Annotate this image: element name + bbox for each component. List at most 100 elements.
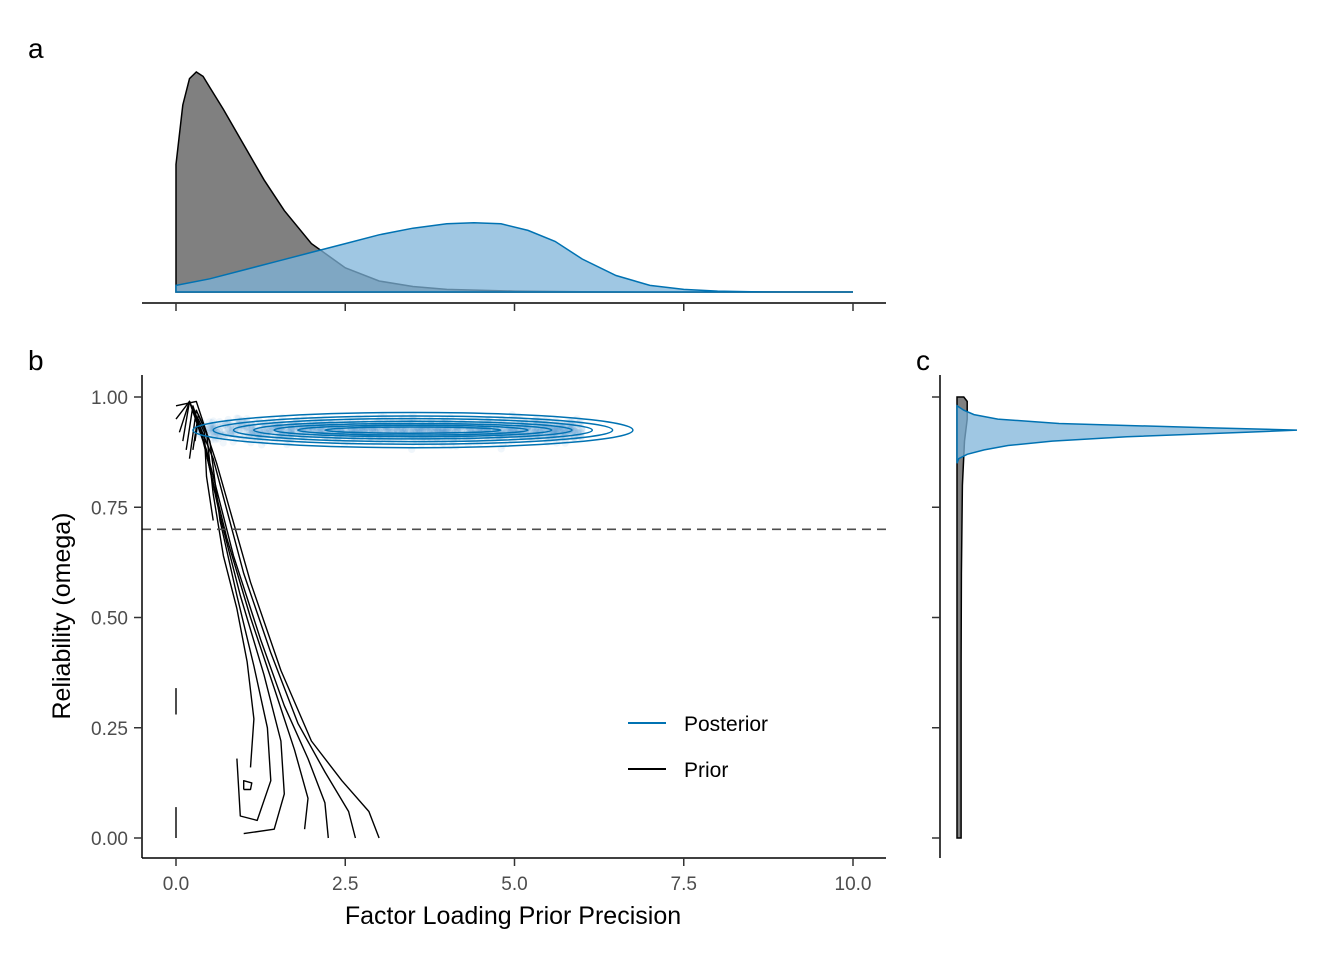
posterior-point xyxy=(210,428,218,436)
panel-c-y-ticks xyxy=(932,396,940,839)
posterior-point xyxy=(418,426,426,435)
posterior-density-area xyxy=(175,221,853,293)
posterior-point xyxy=(555,425,564,433)
panel-b-y-ticks: 0.00 0.25 0.50 0.75 1.00 xyxy=(91,388,142,850)
posterior-point xyxy=(551,425,559,433)
posterior-point xyxy=(430,426,438,435)
posterior-point xyxy=(268,423,276,431)
posterior-point xyxy=(392,424,400,432)
posterior-point xyxy=(287,428,295,436)
posterior-point xyxy=(553,426,561,434)
posterior-point xyxy=(548,430,557,438)
posterior-marginal-area xyxy=(956,404,1298,464)
prior-contours xyxy=(175,400,380,839)
posterior-point xyxy=(578,425,586,433)
x-tick-label: 10.0 xyxy=(835,874,872,895)
posterior-point xyxy=(378,432,386,440)
posterior-point xyxy=(558,424,566,432)
legend: Posterior Prior xyxy=(628,713,768,782)
x-axis-title: Factor Loading Prior Precision xyxy=(345,902,681,930)
posterior-point xyxy=(578,426,586,434)
posterior-contour-line xyxy=(253,420,573,440)
posterior-point xyxy=(278,428,286,436)
posterior-point xyxy=(548,422,556,431)
posterior-point xyxy=(361,431,369,439)
posterior-point xyxy=(466,429,474,437)
posterior-point xyxy=(409,438,417,447)
posterior-points xyxy=(193,411,586,453)
posterior-point xyxy=(276,427,284,435)
posterior-point xyxy=(240,426,248,434)
panel-a-tag: a xyxy=(28,33,44,64)
posterior-point xyxy=(264,427,272,435)
prior-marginal-area xyxy=(956,396,968,839)
posterior-point xyxy=(483,431,491,439)
panel-b-joint: 0.0 2.5 5.0 7.5 10.0 0.00 0.25 0.50 0.75 1.00 Fa… xyxy=(48,375,886,930)
panel-b-x-ticks: 0.0 2.5 5.0 7.5 10.0 xyxy=(163,858,872,895)
posterior-point xyxy=(205,424,213,432)
posterior-point xyxy=(433,426,441,434)
prior-contour-line xyxy=(192,413,255,768)
y-tick-label: 0.75 xyxy=(91,498,128,519)
posterior-point xyxy=(400,426,408,434)
posterior-point xyxy=(420,426,428,434)
posterior-point xyxy=(317,426,325,434)
posterior-point xyxy=(310,424,318,432)
posterior-point xyxy=(365,426,373,434)
posterior-point xyxy=(285,428,293,436)
posterior-point xyxy=(451,428,459,436)
posterior-point xyxy=(240,434,248,442)
posterior-contour-line xyxy=(212,415,614,445)
posterior-point xyxy=(208,428,217,436)
posterior-point xyxy=(356,416,364,424)
prior-contour-line xyxy=(175,400,380,839)
posterior-point xyxy=(388,420,396,428)
posterior-point xyxy=(442,426,450,434)
posterior-point xyxy=(368,426,376,434)
x-tick-label: 5.0 xyxy=(501,874,527,895)
posterior-point xyxy=(531,428,539,436)
posterior-point xyxy=(553,427,562,435)
panel-c-density xyxy=(932,375,1298,858)
x-tick-label: 0.0 xyxy=(163,874,189,895)
posterior-point xyxy=(434,425,442,433)
posterior-contour-line xyxy=(232,417,594,443)
posterior-point xyxy=(553,426,562,434)
posterior-point xyxy=(548,430,556,438)
posterior-point xyxy=(224,425,232,433)
legend-label-posterior: Posterior xyxy=(684,713,768,736)
posterior-point xyxy=(434,428,442,436)
posterior-point xyxy=(269,426,277,434)
posterior-point xyxy=(247,439,255,447)
posterior-point xyxy=(240,421,248,430)
posterior-point xyxy=(266,426,274,434)
posterior-point xyxy=(409,426,417,435)
posterior-point xyxy=(224,425,232,433)
posterior-point xyxy=(498,426,506,435)
posterior-point xyxy=(446,422,454,430)
posterior-point xyxy=(569,427,577,436)
posterior-contour-line xyxy=(324,426,502,434)
posterior-point xyxy=(552,421,560,429)
posterior-point xyxy=(553,426,561,434)
posterior-point xyxy=(571,427,580,435)
posterior-point xyxy=(383,426,391,435)
posterior-point xyxy=(247,424,255,432)
posterior-point xyxy=(559,424,567,433)
posterior-point xyxy=(415,426,423,434)
posterior-point xyxy=(282,426,290,434)
posterior-point xyxy=(374,422,382,430)
posterior-point xyxy=(226,427,234,435)
posterior-point xyxy=(440,428,448,436)
panel-a-x-ticks xyxy=(175,303,854,311)
posterior-point xyxy=(525,425,533,433)
prior-contour-line xyxy=(178,400,329,839)
posterior-point xyxy=(330,422,338,430)
posterior-point xyxy=(352,428,360,436)
prior-contour-line xyxy=(243,780,253,791)
posterior-point xyxy=(412,424,420,432)
posterior-point xyxy=(356,429,364,438)
posterior-point xyxy=(207,429,215,437)
posterior-point xyxy=(319,428,327,436)
posterior-point xyxy=(482,425,491,433)
